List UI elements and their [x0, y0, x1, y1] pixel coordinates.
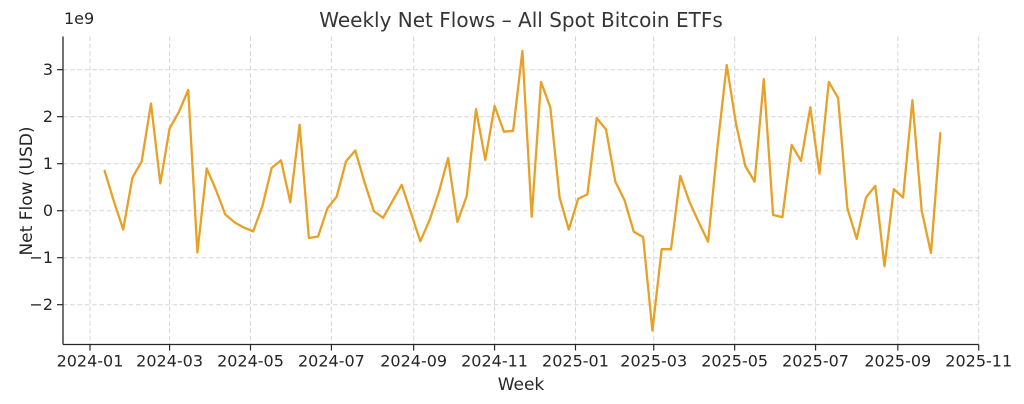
x-tick-label: 2024-01 [57, 352, 124, 371]
x-tick-label: 2024-03 [136, 352, 203, 371]
x-tick-label: 2025-11 [945, 352, 1012, 371]
x-tick-label: 2025-05 [701, 352, 768, 371]
y-tick-label: 2 [43, 107, 53, 126]
x-tick-label: 2025-09 [864, 352, 931, 371]
y-axis-offset-label: 1e9 [64, 9, 95, 28]
y-tick-label: 0 [43, 201, 53, 220]
y-tick-label: 3 [43, 60, 53, 79]
x-tick-label: 2024-05 [217, 352, 284, 371]
x-tick-label: 2024-07 [298, 352, 365, 371]
x-tick-label: 2025-07 [782, 352, 849, 371]
y-tick-label: −2 [29, 295, 53, 314]
x-tick-label: 2025-03 [620, 352, 687, 371]
x-tick-label: 2024-11 [461, 352, 528, 371]
chart-title: Weekly Net Flows – All Spot Bitcoin ETFs [319, 8, 723, 32]
x-tick-label: 2025-01 [542, 352, 609, 371]
x-axis-label: Week [497, 375, 545, 395]
y-tick-label: 1 [43, 154, 53, 173]
y-tick-label: −1 [29, 248, 53, 267]
x-tick-label: 2024-09 [380, 352, 447, 371]
net-flow-line [103, 49, 942, 332]
y-axis-label: Net Flow (USD) [17, 126, 37, 256]
